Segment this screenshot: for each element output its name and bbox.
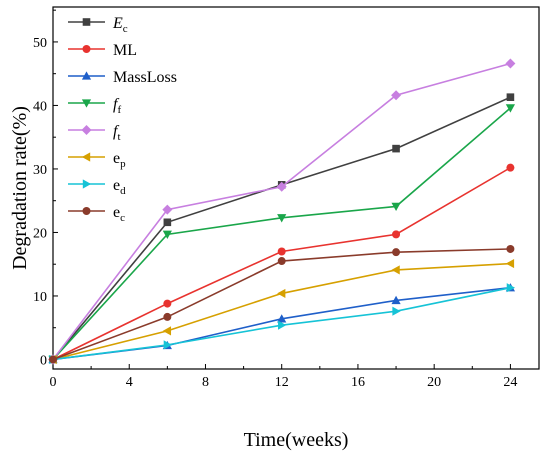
legend-label-MassLoss: MassLoss: [113, 69, 177, 86]
x-tick-label: 12: [275, 375, 289, 390]
data-point-ep: [391, 265, 400, 275]
y-tick-label: 40: [33, 99, 47, 114]
data-point-ed: [163, 340, 172, 350]
y-tick-label: 0: [40, 353, 47, 368]
data-point-ep: [505, 258, 515, 269]
data-point-ff: [391, 202, 401, 212]
data-point-ft: [276, 181, 287, 192]
y-tick-label: 20: [33, 226, 47, 241]
series-ft: [48, 58, 516, 365]
data-point-ff: [505, 104, 516, 113]
data-point-ep: [277, 288, 286, 299]
data-point-ML: [163, 299, 172, 308]
x-axis-title: Time(weeks): [244, 429, 349, 451]
data-point-MassLoss: [391, 295, 401, 305]
legend-swatch-marker: [82, 45, 91, 53]
series-layer: [48, 58, 516, 365]
data-point-ft: [391, 90, 402, 101]
legend-label-ed: ed: [113, 177, 126, 197]
data-point-ML: [506, 163, 515, 172]
legend-item-ec: ec: [68, 204, 125, 224]
data-point-ed: [278, 320, 287, 330]
data-point-ff: [162, 230, 172, 239]
data-point-MassLoss: [277, 314, 287, 323]
x-tick-label: 8: [202, 375, 209, 390]
legend-label-ff: ff: [113, 96, 121, 116]
x-tick-label: 4: [126, 375, 133, 390]
plot-border: [52, 6, 540, 370]
y-axis-title: Degradation rate(%): [9, 106, 31, 270]
data-point-ec: [277, 257, 286, 266]
legend: Ec ML MassLoss ff ft ep ed ec: [68, 15, 177, 224]
legend-label-Ec: Ec: [112, 15, 128, 35]
x-tick-label: 20: [427, 375, 441, 390]
legend-item-ep: ep: [68, 150, 126, 170]
legend-swatch-marker: [81, 125, 92, 135]
data-point-ML: [277, 247, 286, 256]
x-tick-label: 16: [351, 375, 365, 390]
legend-swatch-marker: [81, 71, 92, 80]
legend-item-ft: ft: [68, 123, 121, 143]
series-ep: [48, 258, 515, 365]
legend-swatch-marker: [81, 152, 91, 162]
data-point-ML: [392, 230, 401, 239]
data-point-ep: [162, 326, 172, 336]
legend-item-ff: ff: [68, 96, 121, 116]
data-point-Ec: [506, 93, 515, 101]
data-point-ff: [277, 214, 287, 223]
x-tick-label: 0: [50, 375, 57, 390]
legend-item-Ec: Ec: [68, 15, 128, 35]
plot-frame: [52, 6, 540, 370]
data-point-ft: [162, 204, 173, 215]
legend-label-ec: ec: [113, 204, 125, 224]
data-point-ec: [49, 355, 57, 364]
legend-label-ML: ML: [113, 42, 137, 59]
axis-ticks: 0 4 8 12 16 20 24 0 10 20 30 40 50: [33, 9, 517, 390]
y-tick-label: 10: [33, 290, 47, 305]
y-tick-label: 50: [33, 36, 47, 51]
data-point-Ec: [392, 144, 400, 153]
legend-label-ep: ep: [113, 150, 126, 170]
y-tick-label: 30: [33, 163, 47, 178]
legend-item-ed: ed: [68, 177, 126, 197]
legend-swatch-marker: [82, 179, 92, 189]
legend-swatch-marker: [81, 99, 92, 108]
data-point-ed: [392, 306, 401, 316]
legend-label-ft: ft: [113, 123, 121, 143]
legend-item-MassLoss: MassLoss: [68, 69, 177, 86]
legend-swatch-marker: [82, 207, 91, 215]
data-point-ec: [163, 312, 172, 321]
data-point-ec: [506, 244, 515, 253]
series-ec: [49, 244, 515, 364]
data-point-ec: [392, 248, 401, 257]
legend-swatch-marker: [82, 18, 91, 26]
data-point-ft: [505, 58, 516, 69]
x-tick-label: 24: [503, 375, 517, 390]
data-point-ed: [506, 283, 516, 293]
data-point-Ec: [163, 218, 172, 227]
legend-item-ML: ML: [68, 42, 137, 59]
